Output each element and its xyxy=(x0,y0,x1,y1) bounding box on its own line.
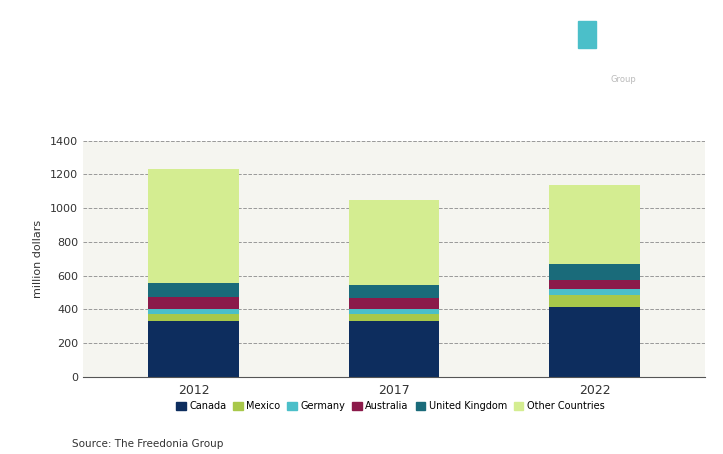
Bar xyxy=(148,321,239,377)
Bar xyxy=(148,283,239,297)
Bar xyxy=(549,307,640,377)
Bar xyxy=(549,280,640,289)
Text: Figure 3-3.
US Hand Tool Exports by Destination,
2012, 2017, & 2022
(million dol: Figure 3-3. US Hand Tool Exports by Dest… xyxy=(11,10,259,80)
Bar xyxy=(549,289,640,295)
Bar xyxy=(549,185,640,264)
Bar xyxy=(349,298,439,309)
Bar xyxy=(349,321,439,377)
FancyArrow shape xyxy=(578,65,593,87)
FancyArrow shape xyxy=(578,21,596,48)
Bar xyxy=(549,264,640,280)
Bar xyxy=(148,297,239,309)
Bar xyxy=(148,169,239,283)
Bar xyxy=(349,309,439,314)
Bar xyxy=(148,309,239,314)
Bar xyxy=(148,314,239,321)
Bar xyxy=(349,285,439,298)
Text: Source: The Freedonia Group: Source: The Freedonia Group xyxy=(72,439,223,449)
Bar xyxy=(349,314,439,321)
Text: Freedonia: Freedonia xyxy=(611,30,669,39)
Bar xyxy=(349,200,439,285)
Bar xyxy=(549,295,640,307)
Y-axis label: million dollars: million dollars xyxy=(33,220,43,298)
Text: Group: Group xyxy=(611,75,637,84)
Legend: Canada, Mexico, Germany, Australia, United Kingdom, Other Countries: Canada, Mexico, Germany, Australia, Unit… xyxy=(172,397,609,415)
